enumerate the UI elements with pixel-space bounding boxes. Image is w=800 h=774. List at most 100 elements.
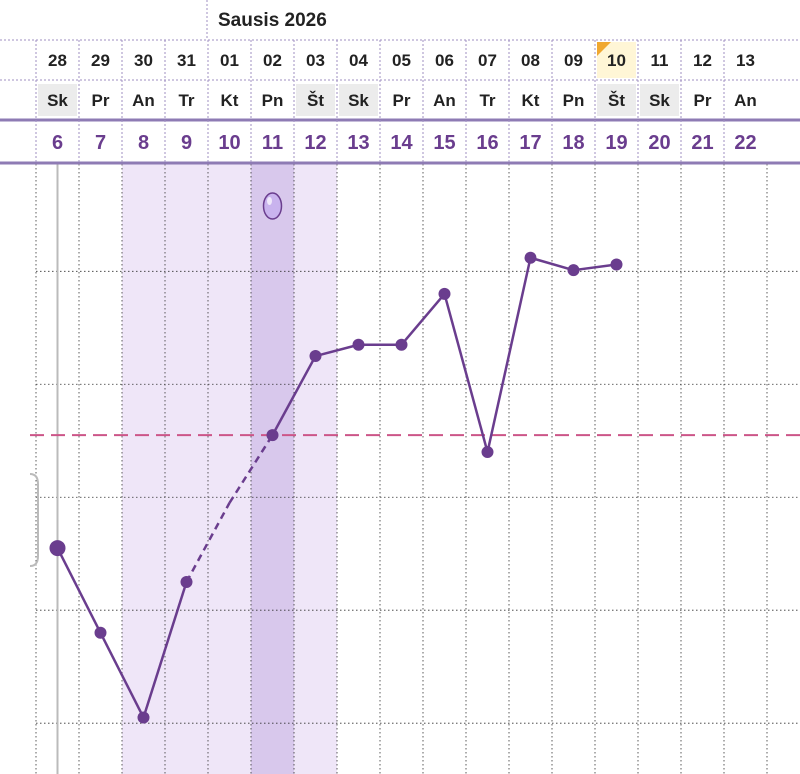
date-label[interactable]: 06 xyxy=(435,51,454,70)
cycle-day-label: 11 xyxy=(262,132,283,154)
month-title-bar xyxy=(207,0,800,40)
weekday-label: Kt xyxy=(522,91,540,110)
temperature-point[interactable] xyxy=(137,711,150,724)
weekend-cell-bg xyxy=(640,84,679,116)
temperature-point[interactable] xyxy=(180,575,193,588)
weekend-cell-bg xyxy=(38,84,77,116)
weekday-label: Sk xyxy=(47,91,68,110)
cycle-day-label: 10 xyxy=(218,132,240,154)
date-label[interactable]: 11 xyxy=(651,51,669,70)
temperature-point[interactable] xyxy=(49,540,66,557)
weekday-label: Pn xyxy=(262,91,284,110)
date-label[interactable]: 13 xyxy=(736,51,755,70)
temperature-point[interactable] xyxy=(524,251,537,264)
date-label[interactable]: 09 xyxy=(564,51,583,70)
fertile-band xyxy=(208,164,251,774)
cycle-day-label: 7 xyxy=(95,132,106,154)
cycle-day-label: 6 xyxy=(52,132,63,154)
temperature-point[interactable] xyxy=(610,258,623,271)
series-segment xyxy=(99,632,145,719)
temperature-point[interactable] xyxy=(266,429,279,442)
temperature-point[interactable] xyxy=(309,350,322,363)
cycle-day-label: 19 xyxy=(605,132,627,154)
scroll-handle[interactable] xyxy=(29,473,39,567)
fertile-band xyxy=(165,164,208,774)
cycle-day-label: 22 xyxy=(734,132,756,154)
chart-grid xyxy=(35,164,800,774)
weekday-label: Št xyxy=(307,91,324,110)
date-header-cells: 28 Sk 6 29 Pr 7 30 An 8 31 Tr 9 01 Kt 10 02 Pn 11 03 Št 12 04… xyxy=(0,0,800,165)
weekend-cell-bg xyxy=(296,84,335,116)
cycle-day-label: 9 xyxy=(181,132,192,154)
series-segment xyxy=(573,263,617,272)
date-label[interactable]: 05 xyxy=(392,51,411,70)
today-corner-marker xyxy=(597,42,611,56)
date-label[interactable]: 28 xyxy=(48,51,67,70)
series-segment xyxy=(443,293,489,453)
interpolated-segment xyxy=(185,502,231,583)
cycle-day-label: 20 xyxy=(648,132,670,154)
cycle-day-label: 14 xyxy=(390,132,413,154)
date-label[interactable]: 02 xyxy=(263,51,282,70)
cycle-day-label: 17 xyxy=(519,132,541,154)
date-label[interactable]: 07 xyxy=(478,51,497,70)
cycle-day-label: 13 xyxy=(347,132,369,154)
date-label[interactable]: 01 xyxy=(220,51,239,70)
interpolated-segment xyxy=(228,434,274,504)
weekday-label: Tr xyxy=(479,91,495,110)
date-label[interactable]: 03 xyxy=(306,51,325,70)
chart-icons xyxy=(262,192,283,220)
cycle-day-label: 8 xyxy=(138,132,149,154)
series-segment xyxy=(56,547,102,634)
temperature-point[interactable] xyxy=(481,446,494,459)
temperature-lines xyxy=(56,256,617,719)
egg-icon[interactable] xyxy=(262,192,283,220)
cycle-day-label: 18 xyxy=(562,132,584,154)
ovulation-band xyxy=(251,164,294,774)
cycle-day-label: 15 xyxy=(433,132,455,154)
weekday-label: An xyxy=(734,91,757,110)
weekend-cell-bg xyxy=(597,84,636,116)
series-segment xyxy=(315,343,359,358)
weekend-cell-bg xyxy=(339,84,378,116)
date-label[interactable]: 30 xyxy=(134,51,153,70)
date-label[interactable]: 08 xyxy=(521,51,540,70)
weekday-label: Pn xyxy=(563,91,585,110)
weekday-label: Pr xyxy=(694,91,712,110)
cycle-day-label: 12 xyxy=(304,132,326,154)
temperature-point[interactable] xyxy=(352,338,365,351)
temperature-point[interactable] xyxy=(438,287,451,300)
date-label[interactable]: 29 xyxy=(91,51,110,70)
weekday-label: An xyxy=(433,91,456,110)
date-label[interactable]: 12 xyxy=(693,51,712,70)
series-segment xyxy=(530,256,574,272)
temperature-point[interactable] xyxy=(567,264,580,277)
temperature-points xyxy=(49,251,623,724)
date-label[interactable]: 04 xyxy=(349,51,368,70)
date-label[interactable]: 10 xyxy=(607,51,626,70)
series-segment xyxy=(142,581,188,718)
fertile-band xyxy=(122,164,165,774)
cycle-day-label: 21 xyxy=(691,132,713,154)
weekday-label: Sk xyxy=(348,91,369,110)
weekday-label: Tr xyxy=(178,91,194,110)
calendar-header: Sausis 2026 xyxy=(207,0,800,40)
month-title: Sausis 2026 xyxy=(218,10,327,31)
weekday-label: Sk xyxy=(649,91,670,110)
weekday-label: Št xyxy=(608,91,625,110)
series-segment xyxy=(400,293,446,346)
fertile-band xyxy=(294,164,337,774)
egg-icon-highlight xyxy=(267,197,272,205)
series-segment xyxy=(271,355,317,436)
series-segment xyxy=(486,257,532,453)
cycle-day-label: 16 xyxy=(476,132,498,154)
weekday-label: Kt xyxy=(221,91,239,110)
weekday-label: Pr xyxy=(92,91,110,110)
highlight-bands xyxy=(122,164,337,774)
weekday-label: Pr xyxy=(393,91,411,110)
date-label[interactable]: 31 xyxy=(177,51,196,70)
temperature-point[interactable] xyxy=(94,626,107,639)
weekday-label: An xyxy=(132,91,155,110)
temperature-point[interactable] xyxy=(395,338,408,351)
